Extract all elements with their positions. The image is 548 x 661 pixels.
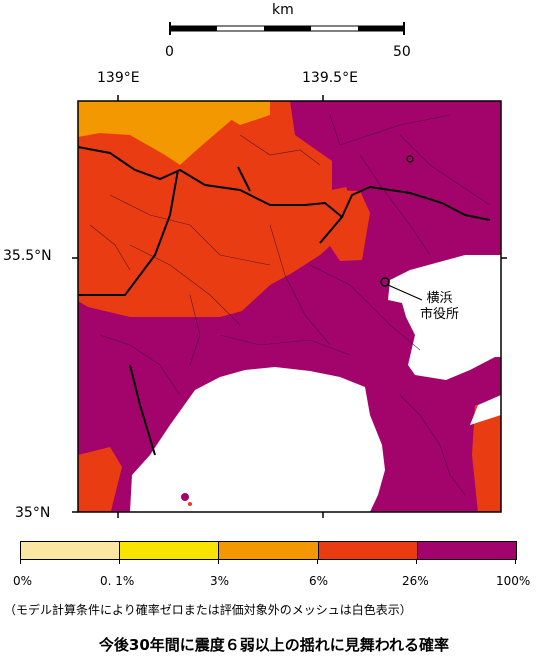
legend-swatch-0 xyxy=(21,542,121,559)
tokyo-bay xyxy=(388,255,501,380)
city-hall-label: 横浜 市役所 xyxy=(420,291,459,323)
city-hall-marker xyxy=(380,277,390,287)
legend-ticks xyxy=(20,559,517,564)
footnote: （モデル計算条件により確率ゼロまたは評価対象外のメッシュは白色表示） xyxy=(4,603,412,617)
scale-unit-label: km xyxy=(272,2,294,18)
zone-3-6 xyxy=(78,101,235,165)
hazard-map xyxy=(72,95,507,518)
zone-6-26-se xyxy=(472,405,501,512)
zone-6-26-sw xyxy=(78,447,122,512)
longitude-label-139: 139°E xyxy=(97,70,140,86)
legend-label-0: 0% xyxy=(13,574,33,588)
city-hall-label-line1: 横浜 xyxy=(426,291,453,306)
legend-swatch-3 xyxy=(318,542,418,559)
legend-swatch-4 xyxy=(417,542,517,559)
legend-label-2: 3% xyxy=(210,574,230,588)
legend-label-1: 0. 1% xyxy=(100,574,135,588)
latitude-label-35: 35°N xyxy=(15,505,51,521)
map-title: 今後30年間に震度６弱以上の揺れに見舞われる確率 xyxy=(98,636,450,654)
legend-label-3: 6% xyxy=(309,574,329,588)
sagami-bay xyxy=(130,367,385,512)
longitude-label-139-5: 139.5°E xyxy=(302,70,358,86)
tokyo-bay-south xyxy=(470,395,501,425)
scale-max-label: 50 xyxy=(393,44,411,60)
scale-min-label: 0 xyxy=(165,44,174,60)
legend-swatch-1 xyxy=(120,542,220,559)
legend-label-4: 26% xyxy=(402,574,429,588)
scale-bar xyxy=(169,22,405,35)
legend-bar xyxy=(20,541,517,560)
city-hall-label-line2: 市役所 xyxy=(420,307,460,322)
latitude-label-35-5: 35.5°N xyxy=(3,248,52,264)
zone-3-6-b xyxy=(200,101,270,125)
legend-swatch-2 xyxy=(219,542,319,559)
legend-label-5: 100% xyxy=(496,574,531,588)
